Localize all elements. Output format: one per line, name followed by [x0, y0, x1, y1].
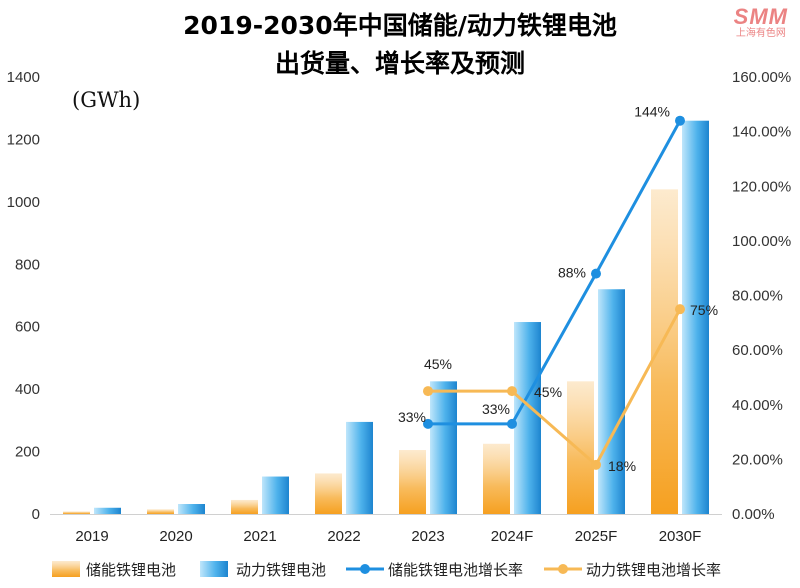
unit-label: (GWh)	[72, 88, 141, 112]
y-right-tick-label: 20.00%	[732, 451, 783, 468]
legend-storage-battery-swatch	[52, 561, 80, 577]
bar-storage-battery	[315, 473, 342, 514]
legend-power-battery-label: 动力铁锂电池	[236, 562, 326, 579]
data-label: 33%	[398, 409, 426, 425]
bar-power-battery	[346, 421, 373, 514]
bar-power-battery	[682, 120, 709, 514]
bar-storage-battery	[651, 189, 678, 514]
y-left-tick-label: 600	[15, 319, 40, 336]
point-storage-growth	[591, 268, 601, 279]
bar-power-battery	[598, 289, 625, 514]
data-label: 88%	[558, 265, 586, 281]
point-power-growth	[423, 386, 433, 397]
point-storage-growth	[507, 418, 517, 429]
y-right-tick-label: 160.00%	[732, 69, 791, 86]
bar-storage-battery	[147, 509, 174, 514]
y-left-tick-label: 1200	[7, 131, 40, 148]
y-right-tick-label: 60.00%	[732, 342, 783, 359]
point-power-growth	[591, 459, 601, 470]
chart-title-line1: 2019-2030年中国储能/动力铁锂电池	[183, 11, 617, 40]
point-storage-growth	[423, 418, 433, 429]
y-right-tick-label: 0.00%	[732, 506, 775, 523]
legend-power-battery-swatch	[200, 561, 228, 577]
watermark-logo-text: SMM	[733, 4, 788, 29]
data-label: 45%	[424, 356, 452, 372]
y-right-tick-label: 140.00%	[732, 124, 791, 141]
y-left-tick-label: 1400	[7, 69, 40, 86]
watermark-caption: 上海有色网	[735, 28, 786, 39]
y-right-tick-label: 100.00%	[732, 233, 791, 250]
y-left-tick-label: 1000	[7, 194, 40, 211]
x-tick-label: 2030F	[659, 528, 702, 545]
line-storage-growth	[428, 119, 682, 426]
y-left-tick-label: 400	[15, 381, 40, 398]
bar-storage-battery	[567, 381, 594, 514]
y-left-tick-label: 0	[32, 506, 40, 523]
data-label: 33%	[482, 401, 510, 417]
x-tick-label: 2019	[75, 528, 108, 545]
legend-power-growth-marker	[558, 564, 568, 574]
y-right-tick-label: 80.00%	[732, 288, 783, 305]
legend-storage-growth-marker	[360, 564, 370, 574]
bar-power-battery	[262, 476, 289, 514]
watermark-logo: SMM 上海有色网	[734, 6, 788, 40]
bar-storage-battery	[231, 499, 258, 514]
x-tick-label: 2021	[243, 528, 276, 545]
point-power-growth	[675, 304, 685, 315]
bar-storage-battery	[63, 511, 90, 514]
bar-storage-battery	[483, 443, 510, 514]
bar-storage-battery	[399, 450, 426, 514]
x-tick-label: 2024F	[491, 528, 534, 545]
data-label: 75%	[690, 302, 718, 318]
bar-power-battery	[514, 322, 541, 514]
y-left-tick-label: 200	[15, 444, 40, 461]
legend-storage-growth-label: 储能铁锂电池增长率	[388, 562, 523, 579]
x-tick-label: 2025F	[575, 528, 618, 545]
bar-power-battery	[94, 507, 121, 514]
x-tick-label: 2023	[411, 528, 444, 545]
y-right-tick-label: 40.00%	[732, 397, 783, 414]
y-right-tick-label: 120.00%	[732, 178, 791, 195]
point-storage-growth	[675, 115, 685, 126]
bar-power-battery	[430, 381, 457, 514]
legend-power-growth-label: 动力铁锂电池增长率	[586, 562, 721, 579]
bar-power-battery	[178, 504, 205, 514]
y-left-tick-label: 800	[15, 256, 40, 273]
legend-storage-battery-label: 储能铁锂电池	[86, 562, 176, 579]
chart-title-line2: 出货量、增长率及预测	[274, 49, 525, 78]
point-power-growth	[507, 386, 517, 397]
data-label: 18%	[608, 458, 636, 474]
line-power-growth	[428, 308, 682, 468]
data-label: 45%	[534, 384, 562, 400]
x-tick-label: 2022	[327, 528, 360, 545]
data-label: 144%	[634, 104, 670, 120]
x-tick-label: 2020	[159, 528, 192, 545]
